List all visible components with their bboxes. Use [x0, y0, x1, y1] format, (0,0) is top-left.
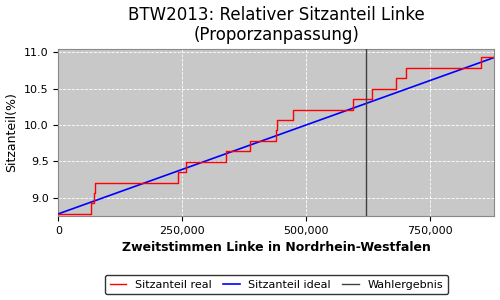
Sitzanteil real [174, 170, 180, 174]
Sitzanteil real [403, 76, 409, 80]
Sitzanteil real [92, 181, 98, 184]
Sitzanteil real [183, 170, 189, 174]
Sitzanteil real [222, 160, 228, 164]
Sitzanteil real [247, 139, 253, 142]
Line: Sitzanteil ideal: Sitzanteil ideal [58, 57, 494, 214]
Sitzanteil ideal [492, 56, 498, 59]
Sitzanteil ideal [56, 212, 62, 216]
Sitzanteil ideal [441, 74, 447, 77]
Sitzanteil ideal [395, 90, 401, 94]
Sitzanteil real [247, 149, 253, 153]
Sitzanteil real [393, 87, 399, 91]
Sitzanteil real [274, 118, 280, 122]
Sitzanteil real [274, 139, 280, 142]
Title: BTW2013: Relativer Sitzanteil Linke
(Proporzanpassung): BTW2013: Relativer Sitzanteil Linke (Pro… [128, 6, 425, 44]
Sitzanteil real [274, 129, 280, 132]
Sitzanteil ideal [411, 84, 417, 88]
Sitzanteil real [478, 56, 484, 59]
Sitzanteil real [403, 66, 409, 70]
Sitzanteil real [174, 181, 180, 184]
X-axis label: Zweitstimmen Linke in Nordrhein-Westfalen: Zweitstimmen Linke in Nordrhein-Westfale… [122, 241, 431, 254]
Sitzanteil real [290, 118, 296, 122]
Sitzanteil real [88, 202, 94, 205]
Sitzanteil ideal [144, 180, 150, 184]
Sitzanteil real [92, 191, 98, 195]
Sitzanteil real [350, 97, 356, 101]
Sitzanteil real [492, 56, 498, 59]
Sitzanteil real [88, 212, 94, 216]
Sitzanteil real [478, 66, 484, 70]
Sitzanteil real [90, 202, 96, 205]
Line: Sitzanteil real: Sitzanteil real [58, 57, 494, 214]
Sitzanteil real [222, 149, 228, 153]
Sitzanteil real [350, 108, 356, 111]
Y-axis label: Sitzanteil(%): Sitzanteil(%) [6, 92, 18, 172]
Legend: Sitzanteil real, Sitzanteil ideal, Wahlergebnis: Sitzanteil real, Sitzanteil ideal, Wahle… [105, 275, 448, 294]
Sitzanteil real [369, 97, 375, 101]
Sitzanteil ideal [470, 63, 476, 67]
Sitzanteil real [369, 87, 375, 91]
Sitzanteil real [56, 212, 62, 216]
Sitzanteil real [90, 191, 96, 195]
Sitzanteil real [183, 160, 189, 164]
Sitzanteil real [274, 129, 280, 132]
Sitzanteil real [393, 76, 399, 80]
Sitzanteil real [290, 108, 296, 111]
Sitzanteil ideal [82, 202, 88, 206]
